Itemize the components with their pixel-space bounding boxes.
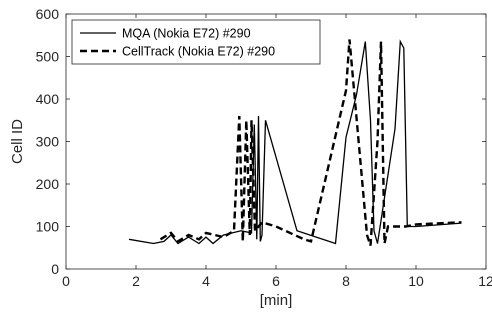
legend-label-2: CellTrack (Nokia E72) #290 xyxy=(122,45,275,59)
x-tick-label: 8 xyxy=(342,273,350,289)
legend-label-1: MQA (Nokia E72) #290 xyxy=(122,27,251,41)
y-axis-title: Cell ID xyxy=(9,119,26,164)
x-tick-label: 6 xyxy=(272,273,280,289)
y-tick-label: 100 xyxy=(36,219,60,235)
x-axis-title: [min] xyxy=(260,292,293,309)
y-tick-label: 500 xyxy=(36,49,60,65)
series-line-2 xyxy=(159,39,462,246)
y-tick-label: 300 xyxy=(36,134,60,150)
y-tick-label: 600 xyxy=(36,6,60,22)
x-tick-label: 4 xyxy=(202,273,210,289)
x-tick-label: 0 xyxy=(62,273,70,289)
y-tick-label: 400 xyxy=(36,91,60,107)
x-tick-label: 2 xyxy=(132,273,140,289)
x-tick-label: 12 xyxy=(478,273,492,289)
legend-box xyxy=(71,19,321,65)
y-tick-label: 200 xyxy=(36,176,60,192)
x-tick-label: 10 xyxy=(408,273,424,289)
series-line-1 xyxy=(128,39,462,245)
y-tick-label: 0 xyxy=(51,261,59,277)
